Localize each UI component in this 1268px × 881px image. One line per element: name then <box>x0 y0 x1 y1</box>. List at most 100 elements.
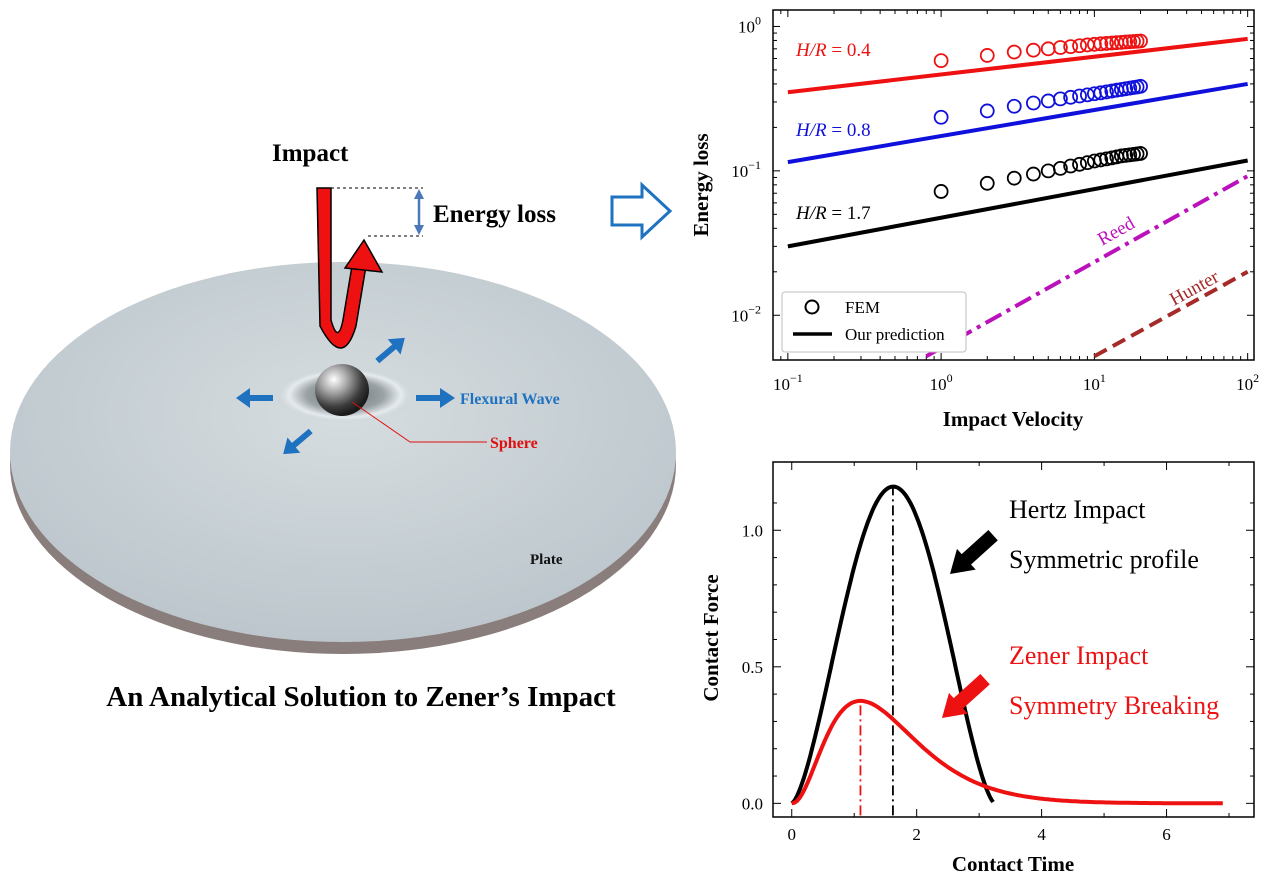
impact-label: Impact <box>272 140 349 167</box>
fem-point <box>1006 44 1022 60</box>
x-tick-label: 102 <box>1236 371 1259 394</box>
fem-point <box>1099 36 1114 51</box>
fem-point <box>1040 163 1056 179</box>
chart1-series <box>787 33 1249 359</box>
chart2-ylabel: Contact Force <box>699 574 723 701</box>
fem-point <box>1025 166 1041 182</box>
series-label: H/R = 1.7 <box>795 203 871 224</box>
wave-arrow-downleft <box>283 428 313 455</box>
fem-point <box>1063 39 1079 55</box>
prediction-line-h-r-1-7 <box>787 158 1249 249</box>
prediction-line-hunter <box>1093 270 1249 359</box>
wave-arrow-left <box>236 388 273 408</box>
x-tick-exponent: 0 <box>947 371 953 385</box>
fem-point <box>1025 42 1041 58</box>
chart1-legend: FEM Our prediction <box>781 291 967 353</box>
sphere <box>315 364 369 416</box>
x-tick-label: 4 <box>1037 825 1046 844</box>
fem-point <box>1104 83 1120 99</box>
y-tick-label: 10−1 <box>731 158 761 181</box>
series-label-rhs: = 1.7 <box>827 203 871 224</box>
flexural-wave-label: Flexural Wave <box>460 391 560 408</box>
fem-point <box>1072 88 1087 104</box>
fem-point <box>1133 33 1148 49</box>
x-tick-label: 2 <box>912 825 921 844</box>
force-curve-zener <box>791 698 1223 806</box>
y-tick-label: 0.5 <box>742 658 763 677</box>
series-label-lhs: H/R <box>795 203 827 224</box>
hertz-annotation-line1: Hertz Impact <box>1009 495 1146 524</box>
plate-label: Plate <box>530 552 563 568</box>
hollow-right-arrow <box>610 181 673 241</box>
wave-arrow-upright <box>375 337 405 364</box>
fem-point <box>979 103 995 119</box>
fem-point <box>1099 84 1114 100</box>
fem-point <box>1006 170 1022 186</box>
zener-annotation-line1: Zener Impact <box>1009 641 1149 670</box>
caption: An Analytical Solution to Zener’s Impact <box>106 681 616 713</box>
chart1-ylabel: Energy loss <box>689 133 713 236</box>
legend-fem-label: FEM <box>845 298 880 317</box>
series-label-rhs: = 0.4 <box>827 40 871 61</box>
x-tick-exponent: −1 <box>790 371 803 385</box>
hunter-label: Hunter <box>1166 266 1223 310</box>
fem-point <box>1040 93 1056 109</box>
fem-point <box>1099 151 1114 167</box>
fem-point <box>1133 146 1148 161</box>
sphere-label: Sphere <box>490 435 538 452</box>
sphere-leader <box>351 401 411 443</box>
fem-point <box>1040 41 1056 57</box>
flexural-wave-arrows <box>236 337 455 455</box>
impact-illustration: Impact Energy loss Flexural Wave Sphere … <box>10 140 676 713</box>
chart2-series <box>790 484 1223 816</box>
prediction-line-h-r-0-4 <box>787 36 1248 95</box>
legend-prediction-label: Our prediction <box>845 325 945 344</box>
fem-point <box>1052 160 1068 176</box>
hertz-annotation-line2: Symmetric profile <box>1009 545 1199 574</box>
y-tick-exponent: −2 <box>748 302 761 316</box>
zener-annotation-line2: Symmetry Breaking <box>1009 691 1219 720</box>
legend-fem-marker <box>804 299 820 315</box>
x-tick-label: 101 <box>1083 371 1106 394</box>
x-tick-label: 0 <box>787 825 796 844</box>
fem-point <box>1072 156 1087 172</box>
fem-point <box>1093 152 1109 168</box>
fem-point <box>933 184 949 199</box>
chart2-xlabel: Contact Time <box>952 852 1074 876</box>
fem-point <box>1133 78 1148 94</box>
fem-point <box>1063 158 1079 174</box>
wave-arrow-right <box>416 388 455 408</box>
prediction-line-reed <box>925 174 1249 359</box>
energy-loss-label: Energy loss <box>433 201 556 228</box>
fem-point <box>979 175 995 191</box>
fem-point <box>1072 38 1087 54</box>
series-label: H/R = 0.4 <box>795 40 871 61</box>
x-tick-label: 6 <box>1162 825 1171 844</box>
x-tick-exponent: 2 <box>1253 371 1259 385</box>
x-tick-label: 100 <box>930 371 953 394</box>
fem-point <box>979 48 995 63</box>
fem-point <box>1093 85 1109 101</box>
x-tick-exponent: 1 <box>1100 371 1106 385</box>
fem-point <box>933 109 949 125</box>
fem-point <box>1025 95 1041 111</box>
series-label-lhs: H/R <box>795 40 827 61</box>
fem-point <box>1006 98 1022 114</box>
prediction-line-h-r-0-8 <box>787 81 1248 165</box>
y-tick-label: 0.0 <box>742 794 763 813</box>
x-tick-label: 10−1 <box>773 371 803 394</box>
fem-point <box>933 53 949 69</box>
y-tick-exponent: 0 <box>755 13 761 27</box>
series-label-rhs: = 0.8 <box>827 120 871 141</box>
chart2-ticks: 0 2 4 6 0.0 0.5 1.0 <box>742 462 1254 844</box>
series-label: H/R = 0.8 <box>795 120 871 141</box>
energy-loss-bracket <box>331 187 424 237</box>
impact-arrow <box>316 187 384 349</box>
y-tick-label: 10−2 <box>731 302 761 325</box>
y-tick-label: 1.0 <box>742 521 763 540</box>
fem-point <box>1063 89 1079 105</box>
fem-point <box>1052 40 1068 55</box>
chart1-xlabel: Impact Velocity <box>943 407 1084 431</box>
